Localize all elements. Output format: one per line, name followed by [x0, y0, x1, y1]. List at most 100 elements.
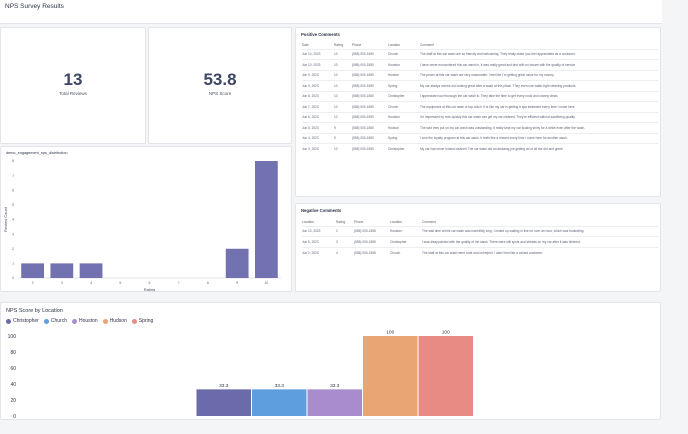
- table-row: Jun 3, 2023 10 (555) 000-1550 Christopher My…: [302, 143, 658, 154]
- bar-church: [252, 389, 307, 416]
- location-chart-card: NPS Score by Location Christopher Church H…: [0, 302, 661, 420]
- table-cell: Christopher: [390, 236, 422, 247]
- bar-rating-3: [50, 263, 74, 278]
- positive-comments-table: Date Rating Phone Location Comment Jun 10, 2…: [302, 41, 658, 154]
- y-tick-label: 80: [10, 350, 16, 356]
- legend-label: Church: [50, 318, 67, 324]
- column-header[interactable]: Location: [390, 219, 403, 224]
- table-cell: Jun 5, 2023: [302, 122, 334, 133]
- table-cell: My car always comes out looking great af…: [420, 80, 658, 91]
- table-cell: The wax they put on my car wash was outs…: [420, 122, 658, 133]
- y-tick-label: 3: [12, 232, 14, 236]
- table-cell: 10: [334, 143, 352, 154]
- table-cell: Jun 2, 2023: [302, 246, 336, 258]
- table-cell: I have never encountered this car wash i…: [420, 59, 658, 70]
- table-row: Jun 6, 2023 10 (555) 000-1550 Houston I'm im…: [302, 111, 658, 123]
- table-cell: Jun 10, 2023: [302, 59, 334, 70]
- table-row: Jun 9, 2023 10 (555) 000-1550 Spring My car …: [302, 80, 658, 91]
- data-label: 100: [442, 330, 450, 336]
- table-cell: Spring: [388, 80, 420, 91]
- positive-comments-card: Positive Comments Date Rating Phone Locatio…: [295, 27, 661, 197]
- table-cell: 9: [334, 132, 352, 144]
- table-cell: 10: [334, 101, 352, 112]
- location-chart-legend: Christopher Church Houston Hudson Spring: [6, 318, 153, 324]
- table-cell: Church: [388, 48, 420, 60]
- distribution-chart-title: demo_engagement_nps_distribution: [6, 151, 68, 155]
- table-cell: (555) 000-1550: [352, 101, 388, 112]
- table-cell: Houston: [388, 59, 420, 70]
- positive-comments-title: Positive Comments: [301, 32, 340, 37]
- table-cell: 10: [334, 69, 352, 81]
- table-cell: 3: [336, 236, 354, 247]
- x-tick-label: 10: [264, 281, 268, 285]
- table-row: Jun 10, 2023 10 (555) 000-1550 Church The st…: [302, 48, 658, 60]
- column-header[interactable]: Phone: [354, 219, 364, 224]
- y-tick-label: 5: [12, 203, 14, 207]
- column-header[interactable]: Rating: [334, 42, 344, 47]
- column-header[interactable]: Date: [302, 42, 309, 47]
- table-cell: 10: [334, 48, 352, 60]
- negative-comments-table: Location Rating Phone Location Comment Jun 1…: [302, 218, 658, 258]
- y-tick-label: 20: [10, 398, 16, 404]
- table-cell: I was disappointed with the quality of t…: [422, 236, 658, 247]
- legend-swatch: [71, 318, 77, 324]
- legend-item[interactable]: Spring: [131, 318, 154, 324]
- x-tick-label: 2: [32, 281, 34, 285]
- table-cell: The prices at this car wash are very rea…: [420, 69, 658, 81]
- column-header[interactable]: Comment: [422, 219, 436, 224]
- column-header[interactable]: Location: [302, 219, 315, 224]
- bar-rating-10: [254, 161, 278, 278]
- header-bar: NPS Survey Results: [0, 0, 662, 24]
- table-cell: Jun 5, 2023: [302, 236, 336, 247]
- legend-item[interactable]: Houston: [71, 318, 98, 324]
- total-reviews-label: Total Reviews: [59, 91, 87, 96]
- table-cell: Christopher: [388, 90, 420, 102]
- y-tick-label: 60: [10, 366, 16, 372]
- data-label: 33.3: [219, 383, 229, 389]
- legend-label: Hudson: [109, 318, 127, 324]
- table-cell: 9: [334, 122, 352, 133]
- table-cell: Christopher: [388, 143, 420, 154]
- table-cell: Hudson: [388, 122, 420, 133]
- x-axis-label: Rating: [144, 287, 156, 291]
- table-cell: Spring: [388, 132, 420, 144]
- distribution-chart-card: demo_engagement_nps_distribution 0 1 2 3 4 5 6…: [0, 146, 292, 292]
- table-cell: (555) 000-1550: [352, 132, 388, 144]
- x-tick-label: 3: [61, 281, 63, 285]
- table-row: Jun 2, 2023 4 (555) 000-1555 Church The staf…: [302, 246, 658, 258]
- legend-item[interactable]: Christopher: [6, 318, 39, 324]
- table-cell: 10: [334, 90, 352, 102]
- column-header[interactable]: Phone: [352, 42, 362, 47]
- legend-item[interactable]: Church: [43, 318, 67, 324]
- table-cell: (555) 000-1550: [352, 143, 388, 154]
- bar-rating-2: [21, 263, 45, 278]
- y-tick-label: 6: [12, 188, 14, 192]
- y-tick-label: 0: [12, 276, 14, 280]
- legend-label: Spring: [138, 318, 154, 324]
- nps-score-label: NPS Score: [208, 91, 232, 96]
- bar-rating-9: [225, 248, 249, 278]
- total-reviews-value: 13: [63, 70, 83, 89]
- kpi-nps-score-card: 53.8 NPS Score: [148, 27, 292, 144]
- table-cell: (555) 000-1550: [352, 48, 388, 60]
- x-tick-label: 8: [207, 281, 209, 285]
- table-cell: I'm impressed by how quickly this car wa…: [420, 111, 658, 123]
- table-cell: Houston: [390, 225, 422, 237]
- table-cell: The staff at this car wash are so friend…: [420, 48, 658, 60]
- column-header[interactable]: Comment: [420, 42, 434, 47]
- table-cell: (555) 000-1555: [354, 225, 390, 237]
- bar-rating-4: [79, 263, 103, 278]
- bar-spring: [418, 336, 473, 416]
- table-cell: (555) 000-1550: [352, 90, 388, 102]
- bar-houston: [307, 389, 362, 416]
- column-header[interactable]: Rating: [336, 219, 346, 224]
- table-cell: Jun 3, 2023: [302, 143, 334, 154]
- distribution-chart: 0 1 2 3 4 5 6 7 8 2 3 4 5 6 7 8 9 10 Rating Review Count: [3, 159, 281, 291]
- table-row: Jun 7, 2023 10 (555) 000-1550 Church The equ…: [302, 101, 658, 112]
- table-cell: 4: [336, 246, 354, 258]
- column-header[interactable]: Location: [388, 42, 401, 47]
- x-tick-label: 9: [236, 281, 238, 285]
- y-tick-label: 2: [12, 247, 14, 251]
- table-row: Jun 9, 2023 10 (555) 000-1550 Hudson The pri…: [302, 69, 658, 81]
- legend-item[interactable]: Hudson: [102, 318, 127, 324]
